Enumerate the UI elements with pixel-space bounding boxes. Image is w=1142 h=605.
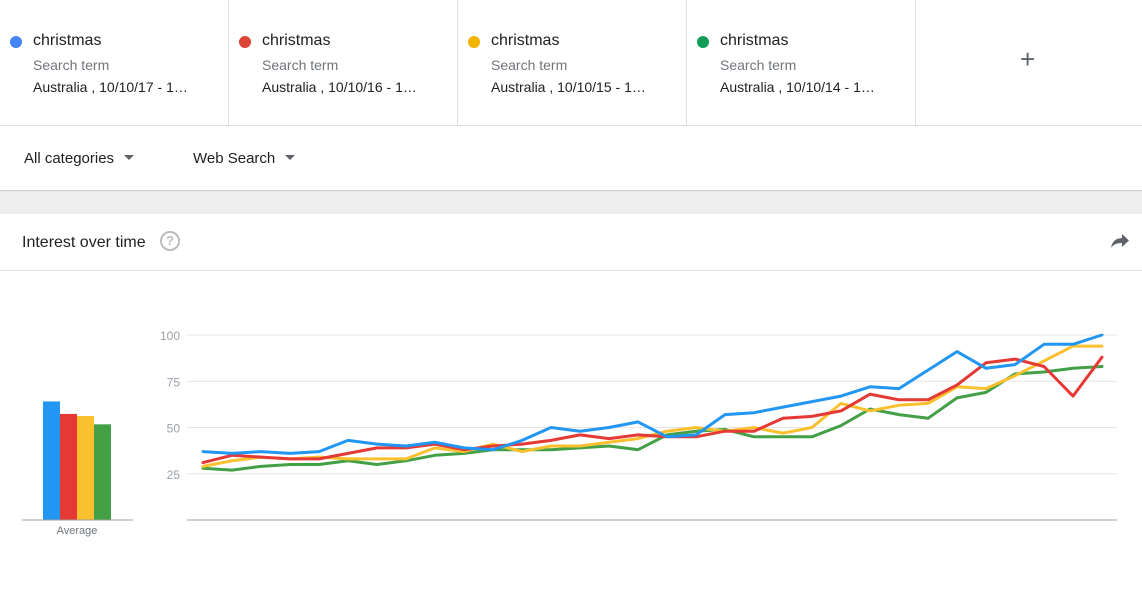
term-name: christmas xyxy=(262,32,331,49)
caret-down-icon xyxy=(285,155,296,160)
y-tick-label: 100 xyxy=(160,329,180,343)
plus-icon: + xyxy=(1020,44,1036,74)
y-tick-label: 75 xyxy=(167,375,181,389)
card-title: Interest over time xyxy=(22,234,146,251)
series-line xyxy=(201,344,1104,468)
term-type: Search term xyxy=(262,57,339,73)
term-type: Search term xyxy=(33,57,110,73)
share-icon[interactable] xyxy=(1110,233,1130,249)
section-divider xyxy=(0,192,1142,214)
caret-down-icon xyxy=(124,155,135,160)
term-color-dot xyxy=(10,36,22,48)
term-color-dot xyxy=(697,36,709,48)
term-type: Search term xyxy=(491,57,568,73)
series-line xyxy=(201,355,1104,465)
average-bar xyxy=(77,416,94,520)
series-line xyxy=(201,365,1104,472)
term-name: christmas xyxy=(720,32,789,49)
y-tick-label: 50 xyxy=(167,422,181,436)
help-icon[interactable]: ? xyxy=(160,231,180,251)
average-bar xyxy=(60,413,77,520)
search-term-2[interactable]: christmas Search term Australia , 10/10/… xyxy=(229,0,458,125)
search-terms-bar: christmas Search term Australia , 10/10/… xyxy=(0,0,1142,126)
filter-bar: All categories Web Search xyxy=(0,126,1142,191)
search-type-label: Web Search xyxy=(193,150,276,167)
category-label: All categories xyxy=(24,150,115,167)
average-bar xyxy=(43,401,60,520)
search-term-4[interactable]: christmas Search term Australia , 10/10/… xyxy=(687,0,916,125)
term-color-dot xyxy=(239,36,251,48)
average-bar xyxy=(94,424,111,520)
y-tick-label: 25 xyxy=(167,468,181,482)
term-color-dot xyxy=(468,36,480,48)
series-line xyxy=(201,333,1104,455)
add-comparison-button[interactable]: + xyxy=(916,0,1140,125)
search-type-dropdown[interactable]: Web Search xyxy=(193,150,296,167)
term-type: Search term xyxy=(720,57,797,73)
search-term-1[interactable]: christmas Search term Australia , 10/10/… xyxy=(0,0,229,125)
average-label: Average xyxy=(57,525,98,537)
term-name: christmas xyxy=(491,32,560,49)
search-term-3[interactable]: christmas Search term Australia , 10/10/… xyxy=(458,0,687,125)
term-name: christmas xyxy=(33,32,102,49)
card-header: Interest over time ? xyxy=(0,214,1142,271)
category-dropdown[interactable]: All categories xyxy=(24,150,135,167)
